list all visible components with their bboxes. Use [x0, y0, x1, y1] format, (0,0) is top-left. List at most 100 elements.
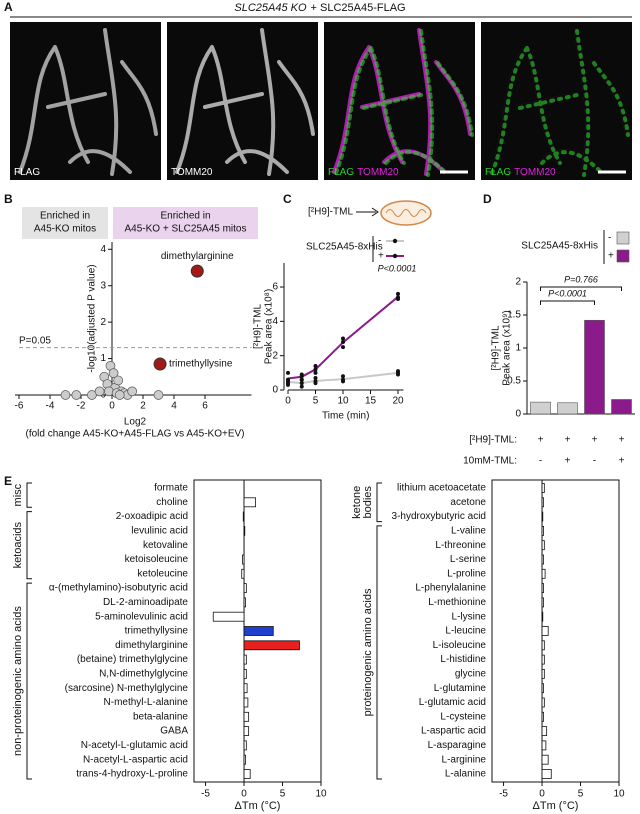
replicate-point — [286, 377, 290, 382]
category-label: ketoisoleucine — [125, 554, 189, 565]
category-label: 3-hydroxybutyric acid — [392, 511, 486, 522]
bar — [541, 697, 545, 708]
category-label: L-serine — [450, 554, 487, 565]
condition-sign: + — [565, 456, 571, 467]
bar — [584, 319, 605, 415]
bar — [243, 683, 248, 694]
bar — [541, 597, 544, 608]
bar — [611, 399, 632, 415]
replicate-point — [313, 370, 318, 375]
bar — [243, 626, 274, 636]
channel-label: TOMM20 — [357, 167, 399, 178]
x-axis-label: ΔTm (°C) — [235, 800, 281, 812]
group-label: bodies — [362, 486, 374, 519]
bar — [541, 526, 544, 536]
bar — [243, 654, 247, 665]
category-label: L-lysine — [452, 611, 487, 622]
x-tick-label: 0 — [285, 396, 291, 407]
group-bracket — [26, 482, 32, 508]
comparison-label: P<0.0001 — [548, 288, 587, 298]
comparison-bracket — [540, 300, 595, 305]
category-label: ketovaline — [143, 540, 188, 551]
bar — [243, 583, 247, 593]
x-tick-label: -4 — [46, 401, 55, 412]
category-label: 5-aminolevulinic acid — [95, 611, 188, 622]
micrograph — [324, 22, 475, 180]
group-bracket — [376, 482, 382, 523]
category-label: N-acetyl-L-glutamic acid — [81, 740, 188, 751]
legend-marker — [392, 238, 398, 244]
channel-label: TOMM20 — [514, 167, 556, 178]
x-tick-label: 5 — [313, 396, 319, 407]
legend-title: SLC25A45-8xHis — [306, 242, 383, 253]
category-label: L-glutamine — [434, 683, 487, 694]
plot-frame — [193, 479, 322, 783]
bar — [541, 497, 544, 508]
panel-letter: A — [4, 0, 13, 14]
bar — [243, 597, 246, 608]
x-tick-label: -2 — [77, 401, 86, 412]
x-tick-label: 15 — [365, 396, 377, 407]
y-tick-label: 2 — [100, 317, 106, 328]
point — [94, 386, 105, 397]
category-label: L-arginine — [442, 754, 487, 765]
figure-title: SLC25A45 KO + SLC25A45-FLAG — [234, 2, 405, 14]
point — [60, 390, 71, 400]
group-label: ketone — [351, 486, 363, 519]
condition-label: [²H9]-TML: — [469, 435, 517, 446]
category-label: N-acetyl-L-aspartic acid — [83, 754, 188, 765]
x-tick-label: 0 — [109, 401, 115, 412]
enrichment-box — [113, 207, 258, 239]
channel-label: FLAG — [328, 167, 354, 178]
category-label: trimethyllysine — [125, 626, 189, 637]
bar — [541, 554, 544, 565]
channel-label: TOMM20 — [171, 167, 213, 178]
y-tick-label: 3 — [100, 280, 106, 291]
bar — [243, 754, 246, 765]
condition-label: 10mM-TML: — [463, 456, 517, 467]
bar — [541, 626, 549, 636]
point — [114, 390, 125, 400]
category-label: L-alanine — [445, 769, 487, 780]
point-label: dimethylarginine — [161, 251, 234, 262]
category-label: L-methionine — [428, 597, 486, 608]
group-label: misc — [12, 483, 24, 506]
channel-label: FLAG — [14, 167, 40, 178]
category-label: L-isoleucine — [433, 640, 487, 651]
panel-letter: C — [283, 192, 292, 206]
y-axis-label: Peak area (x10⁹) — [502, 310, 513, 385]
point — [113, 375, 124, 386]
x-tick-label: 4 — [171, 401, 177, 412]
bar — [541, 654, 545, 665]
condition-sign: + — [619, 456, 625, 467]
category-label: N,N-dimethylglycine — [99, 669, 188, 680]
panel-letter: E — [4, 474, 12, 488]
condition-sign: + — [592, 435, 598, 446]
category-label: L-asparagine — [428, 740, 487, 751]
y-tick-label: 4 — [272, 316, 278, 327]
category-label: trans-4-hydroxy-L-proline — [76, 769, 188, 780]
point-label: trimethyllysine — [169, 359, 233, 370]
replicate-point — [286, 370, 290, 375]
image-label: FLAG TOMM20 — [485, 167, 556, 178]
bar — [530, 401, 551, 415]
category-label: L-proline — [447, 568, 486, 579]
p-value: P<0.0001 — [378, 263, 417, 273]
enrichment-text: Enriched in — [40, 211, 90, 222]
bar — [243, 497, 256, 508]
replicate-point — [396, 291, 400, 296]
replicate-point — [396, 297, 400, 302]
bar — [243, 769, 251, 779]
legend-label: + — [378, 251, 384, 262]
y-tick-label: 2 — [515, 277, 521, 288]
bar — [541, 711, 544, 722]
y-tick-label: 0 — [272, 385, 278, 396]
enrichment-text: A45-KO + SLC25A45 mitos — [124, 224, 246, 235]
schematic-label: [²H9]-TML — [308, 207, 353, 218]
replicate-point — [396, 372, 400, 377]
condition-sign: + — [619, 435, 625, 446]
category-label: ketoleucine — [137, 568, 188, 579]
enrichment-box — [22, 207, 108, 239]
group-bracket — [26, 511, 32, 580]
group-label: proteinogenic amino acids — [362, 588, 374, 716]
